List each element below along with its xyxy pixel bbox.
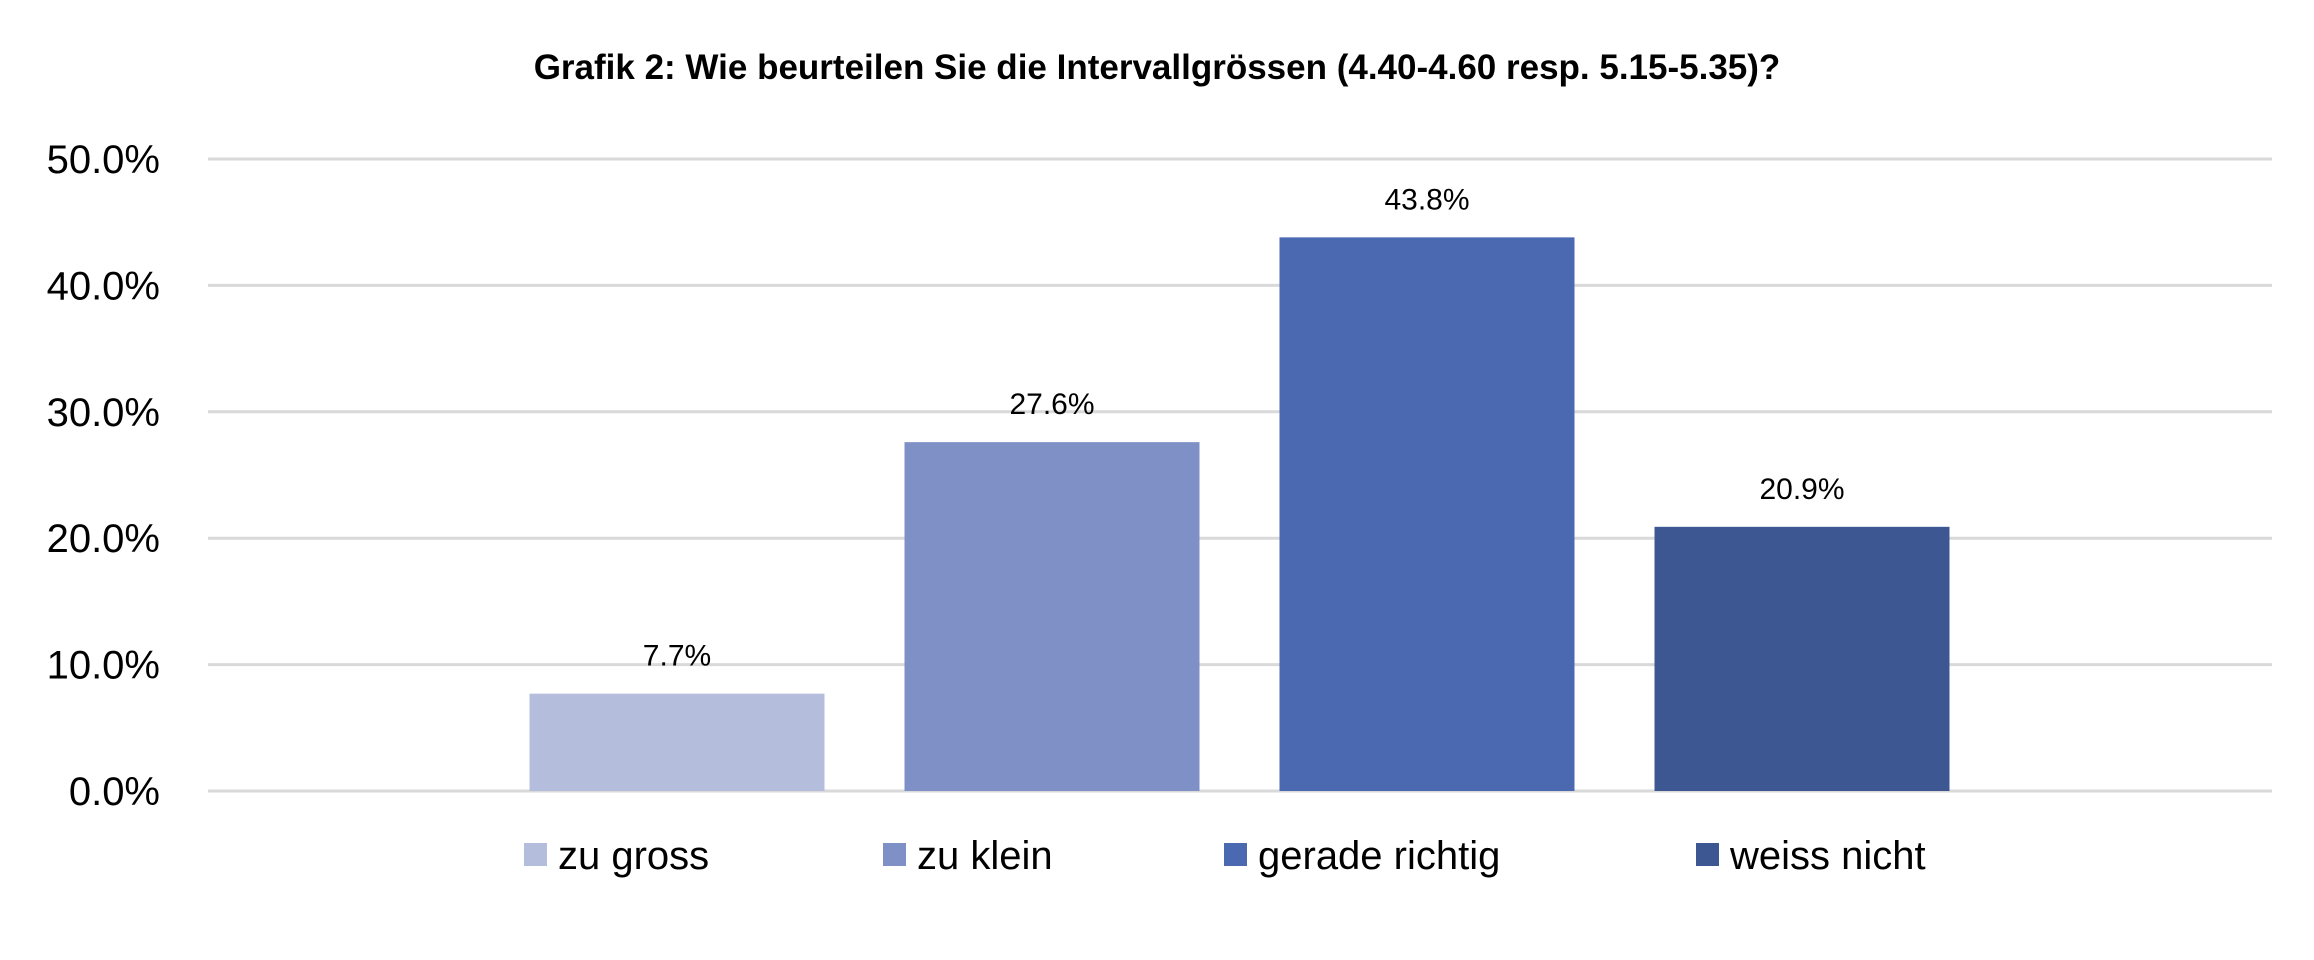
chart-title: Grafik 2: Wie beurteilen Sie die Interva… xyxy=(534,48,1781,87)
legend-label: gerade richtig xyxy=(1258,834,1500,878)
legend-swatch xyxy=(883,843,906,866)
legend-swatch xyxy=(1224,843,1247,866)
y-tick-label: 30.0% xyxy=(47,391,160,435)
legend-swatch xyxy=(1696,843,1719,866)
gridlines xyxy=(208,157,2272,793)
legend-label: zu gross xyxy=(558,834,709,878)
legend-label: zu klein xyxy=(917,834,1053,878)
legend: zu gross zu klein gerade richtig weiss nich… xyxy=(524,834,1926,878)
data-label: 27.6% xyxy=(1009,388,1094,421)
data-label: 7.7% xyxy=(643,640,711,673)
bar-zu-gross xyxy=(529,693,825,791)
y-tick-label: 10.0% xyxy=(47,644,160,688)
y-axis-ticks: 0.0% 10.0% 20.0% 30.0% 40.0% 50.0% xyxy=(47,138,160,814)
data-label: 43.8% xyxy=(1384,183,1469,216)
y-tick-label: 0.0% xyxy=(69,770,160,814)
data-labels: 7.7% 27.6% 43.8% 20.9% xyxy=(643,183,1845,672)
bar-gerade-richtig xyxy=(1279,237,1575,792)
bar-weiss-nicht xyxy=(1654,526,1950,791)
y-tick-label: 50.0% xyxy=(47,138,160,182)
bar-zu-klein xyxy=(904,442,1200,791)
legend-label: weiss nicht xyxy=(1729,834,1926,878)
data-label: 20.9% xyxy=(1759,473,1844,506)
y-tick-label: 40.0% xyxy=(47,264,160,308)
bars xyxy=(529,237,1950,792)
legend-swatch xyxy=(524,843,547,866)
y-tick-label: 20.0% xyxy=(47,517,160,561)
